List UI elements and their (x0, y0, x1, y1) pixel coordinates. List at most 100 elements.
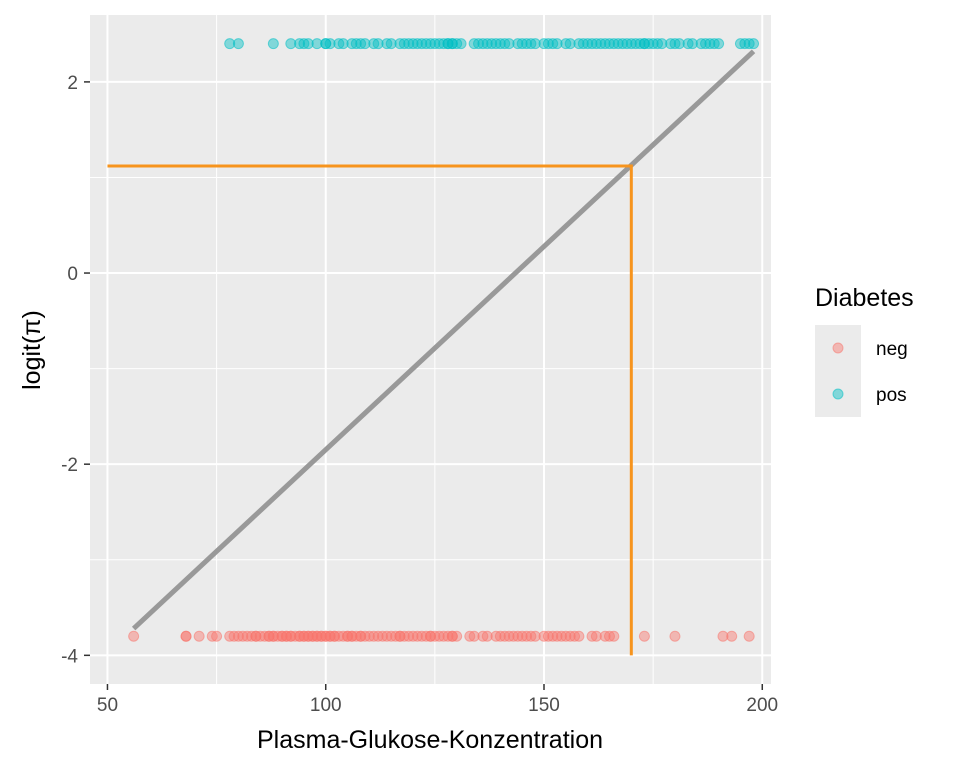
point-pos (442, 38, 454, 50)
point-pos (638, 38, 650, 50)
point-neg (433, 630, 445, 642)
point-pos (590, 38, 602, 50)
point-neg (337, 630, 349, 642)
point-neg (294, 630, 306, 642)
point-neg (328, 630, 340, 642)
point-neg (193, 630, 205, 642)
point-neg (717, 630, 729, 642)
point-pos (617, 38, 629, 50)
point-pos (521, 38, 533, 50)
point-neg (438, 630, 450, 642)
point-neg (385, 630, 397, 642)
y-tick-label: -4 (61, 646, 78, 667)
point-neg (368, 630, 380, 642)
point-neg (599, 630, 611, 642)
point-neg (311, 630, 323, 642)
point-pos (652, 38, 663, 50)
point-pos (446, 38, 458, 50)
legend-key-neg-bg (815, 325, 861, 371)
x-tick-label: 200 (746, 695, 778, 716)
point-neg (525, 630, 537, 642)
point-pos (647, 38, 659, 50)
point-pos (573, 38, 585, 50)
point-neg (272, 630, 284, 642)
point-neg (254, 630, 266, 642)
point-pos (359, 38, 371, 50)
x-tick-label: 150 (528, 695, 560, 716)
legend-label-neg: neg (876, 339, 908, 360)
point-neg (285, 630, 297, 642)
point-neg (302, 630, 314, 642)
point-pos (381, 38, 393, 50)
point-neg (333, 630, 345, 642)
point-neg (128, 630, 140, 642)
point-pos (560, 38, 572, 50)
point-pos (564, 38, 576, 50)
point-pos (700, 38, 712, 50)
point-neg (416, 630, 428, 642)
point-neg (267, 630, 279, 642)
point-neg (315, 630, 327, 642)
point-pos (503, 38, 515, 50)
point-neg (224, 630, 236, 642)
point-pos (551, 38, 563, 50)
point-neg (355, 630, 367, 642)
point-neg (743, 630, 755, 642)
point-pos (599, 38, 611, 50)
point-neg (307, 630, 319, 642)
point-neg (547, 630, 559, 642)
point-neg (494, 630, 506, 642)
point-pos (394, 38, 406, 50)
point-pos (324, 38, 336, 50)
point-pos (708, 38, 720, 50)
point-neg (542, 630, 554, 642)
point-neg (507, 630, 519, 642)
point-neg (569, 630, 581, 642)
point-pos (643, 38, 655, 50)
point-pos (333, 38, 345, 50)
y-axis-title: logit(π) (18, 310, 46, 390)
point-neg (342, 630, 354, 642)
point-pos (630, 38, 642, 50)
legend: Diabetes neg pos (815, 284, 914, 417)
point-pos (473, 38, 485, 50)
point-pos (468, 38, 480, 50)
point-neg (420, 630, 432, 642)
point-pos (542, 38, 554, 50)
point-neg (228, 630, 240, 642)
legend-title: Diabetes (815, 284, 914, 312)
point-pos (704, 38, 716, 50)
point-pos (355, 38, 367, 50)
point-pos (232, 38, 244, 50)
point-neg (346, 630, 358, 642)
point-pos (407, 38, 419, 50)
point-pos (577, 38, 589, 50)
point-pos (224, 38, 236, 50)
y-tick-label: 2 (67, 73, 78, 94)
point-pos (481, 38, 493, 50)
point-neg (529, 630, 541, 642)
point-pos (425, 38, 436, 50)
reference-line (107, 164, 633, 656)
point-pos (586, 38, 598, 50)
point-neg (246, 630, 258, 642)
point-pos (686, 38, 698, 50)
point-neg (451, 630, 463, 642)
point-neg (241, 630, 253, 642)
point-pos (311, 38, 323, 50)
point-neg (516, 630, 528, 642)
point-neg (320, 630, 332, 642)
point-pos (669, 38, 681, 50)
point-pos (320, 38, 332, 50)
point-pos (525, 38, 537, 50)
point-neg (726, 630, 738, 642)
point-pos (682, 38, 694, 50)
point-pos (429, 38, 441, 50)
x-axis-title: Plasma-Glukose-Konzentration (257, 726, 603, 754)
point-neg (394, 630, 406, 642)
y-axis: -4 -2 0 2 (61, 73, 90, 667)
legend-key-pos-bg (815, 371, 861, 417)
point-pos (529, 38, 541, 50)
point-neg (551, 630, 563, 642)
point-neg (324, 630, 336, 642)
